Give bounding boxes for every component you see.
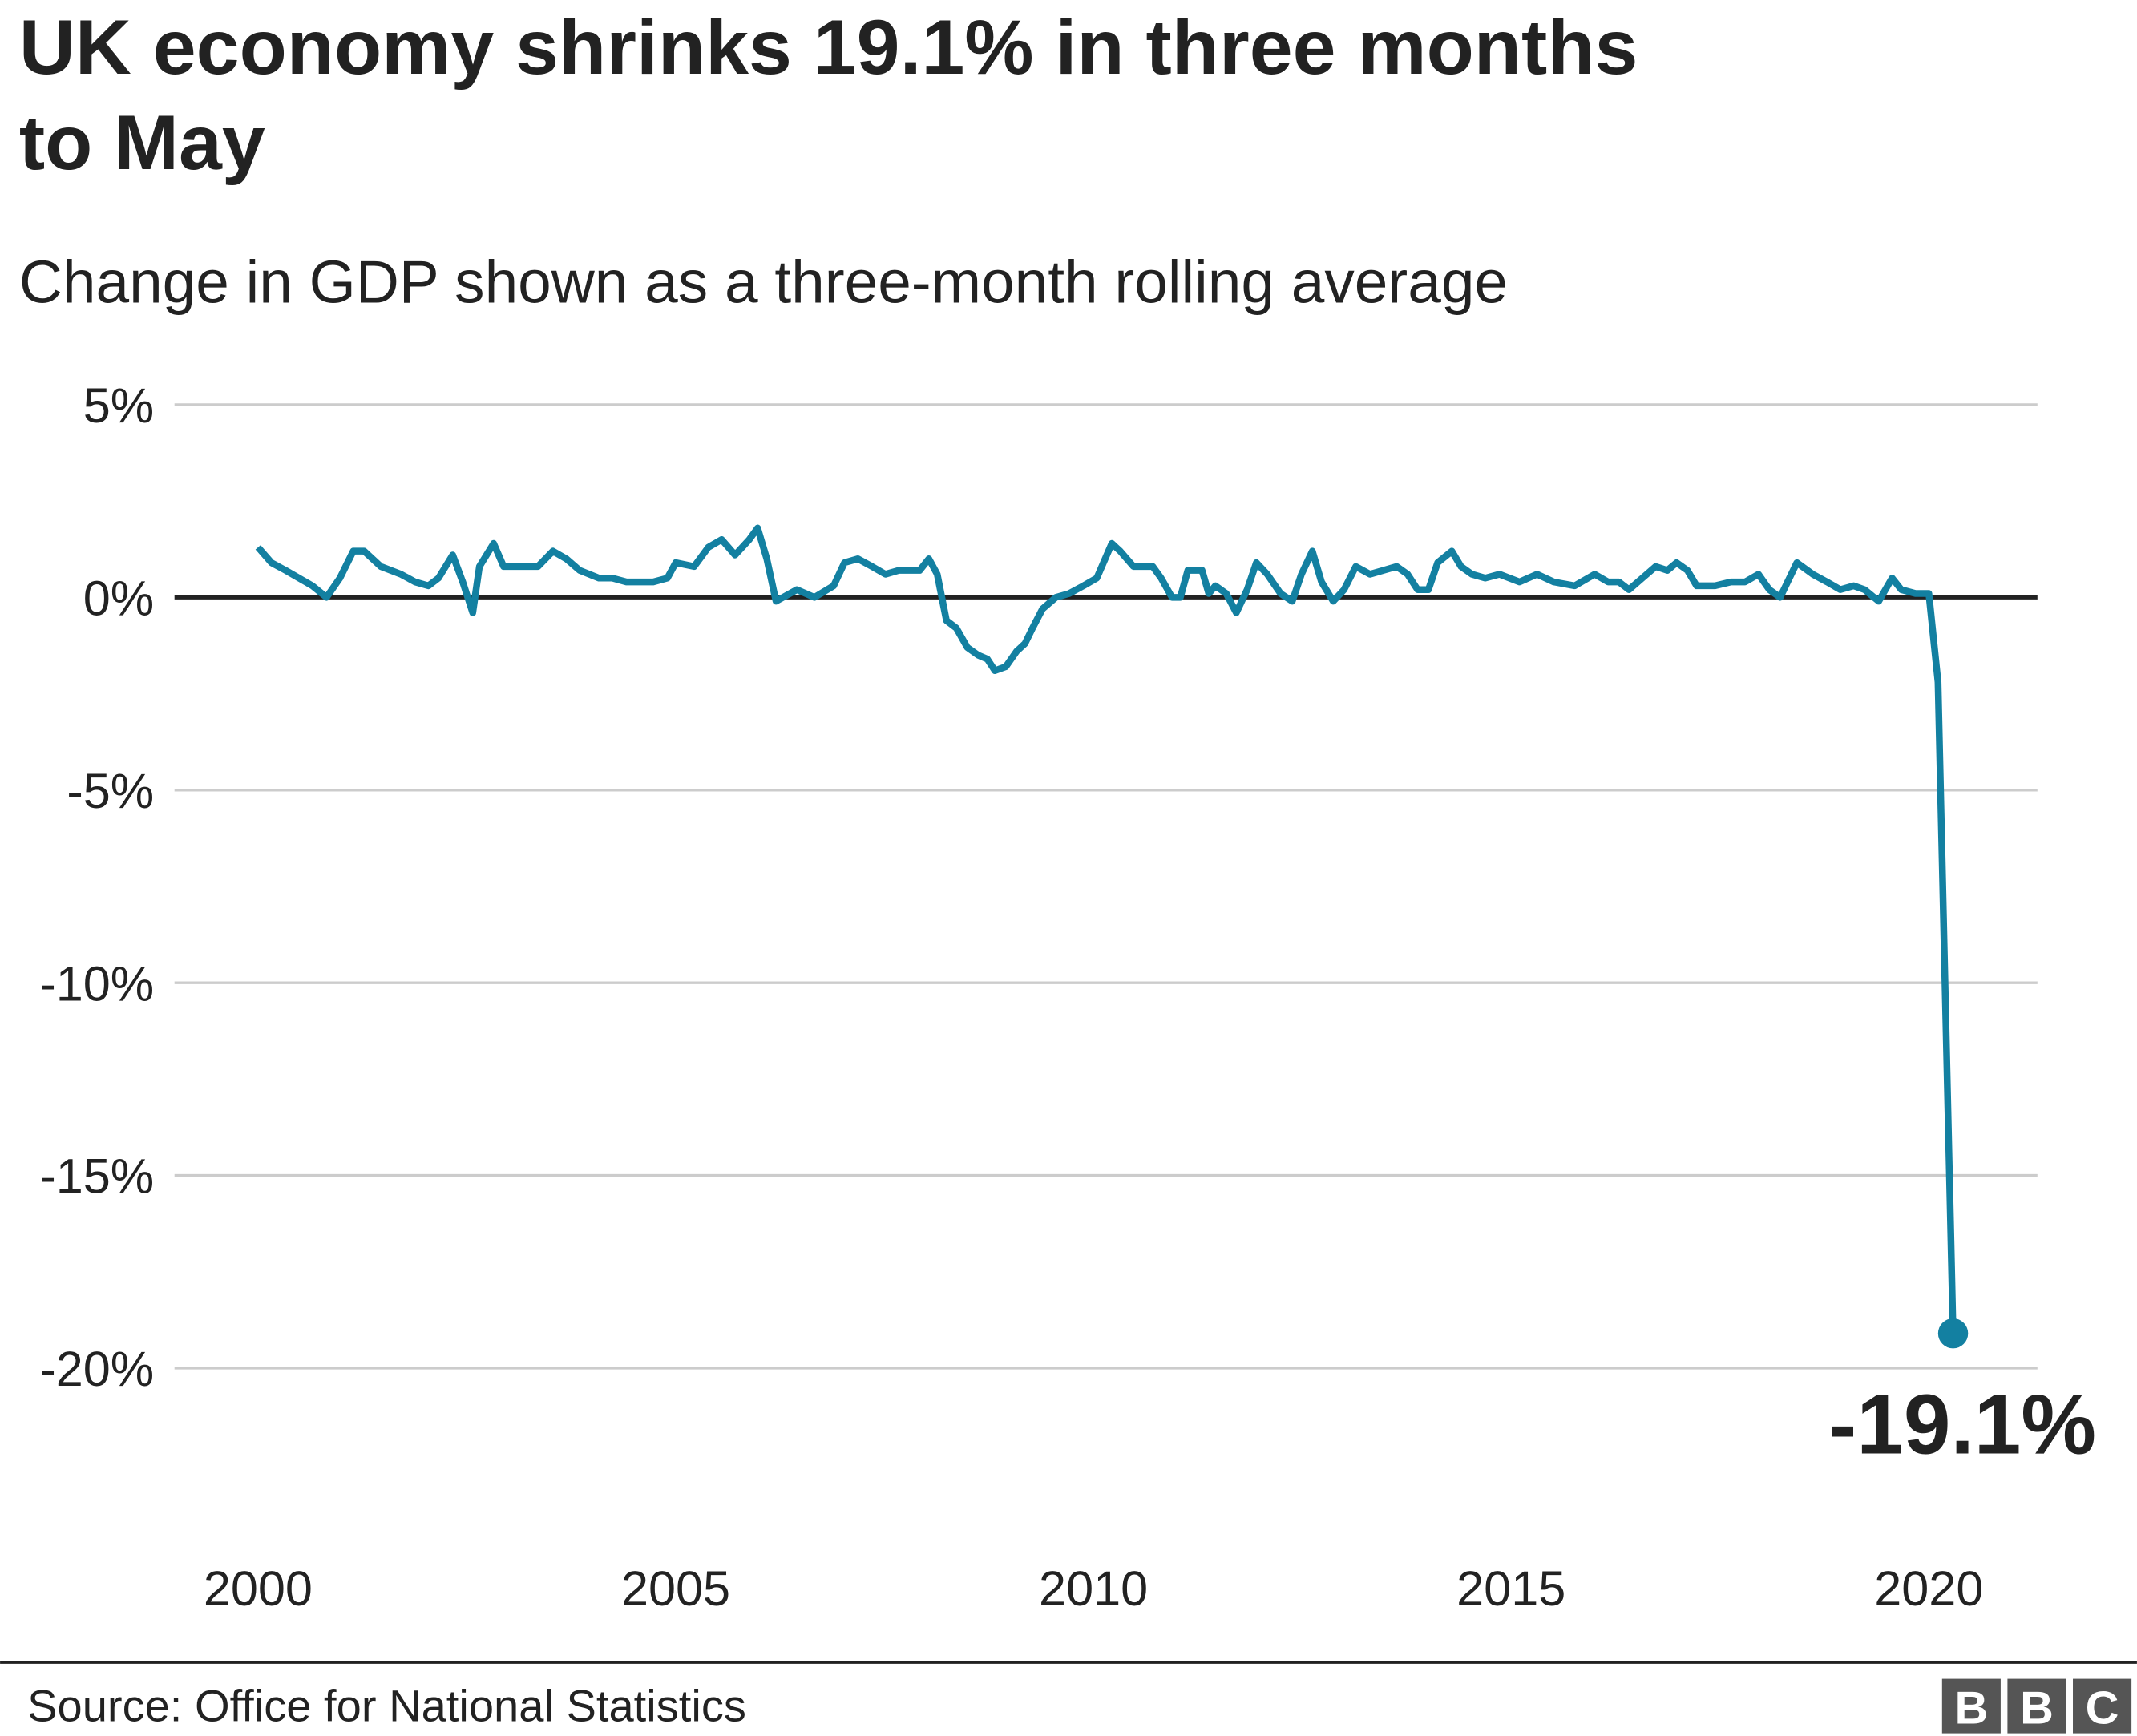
end-point [1937, 1318, 1969, 1349]
logo-box [1941, 1678, 2001, 1734]
x-tick-label: 2005 [621, 1561, 730, 1616]
y-tick-label: 0% [83, 571, 154, 625]
chart-subtitle: Change in GDP shown as a three-month rol… [19, 248, 1508, 315]
series-line [255, 524, 1957, 1334]
logo-box [2073, 1678, 2132, 1734]
logo-letter: B [2020, 1683, 2054, 1734]
source: Source: Office for National Statistics [27, 1680, 746, 1730]
y-tick-label: -10% [39, 956, 154, 1011]
logo-box [2007, 1678, 2066, 1734]
x-tick-label: 2000 [204, 1561, 313, 1616]
y-tick-label: -20% [39, 1342, 154, 1396]
y-tick-label: -15% [39, 1149, 154, 1204]
x-tick-label: 2010 [1039, 1561, 1148, 1616]
y-tick-label: -5% [67, 764, 154, 818]
y-tick-label: 5% [83, 378, 154, 433]
annotation: -19.1% [1828, 1378, 2096, 1472]
chart-title: UK economy shrinks 19.1% in three months… [18, 4, 1638, 187]
logo-letter: B [1954, 1683, 1988, 1734]
x-tick-label: 2020 [1874, 1561, 1983, 1616]
title-box: UK economy shrinks 19.1% in three months… [18, 4, 1638, 187]
x-tick-label: 2015 [1456, 1561, 1565, 1616]
logo-letter: C [2086, 1683, 2119, 1734]
